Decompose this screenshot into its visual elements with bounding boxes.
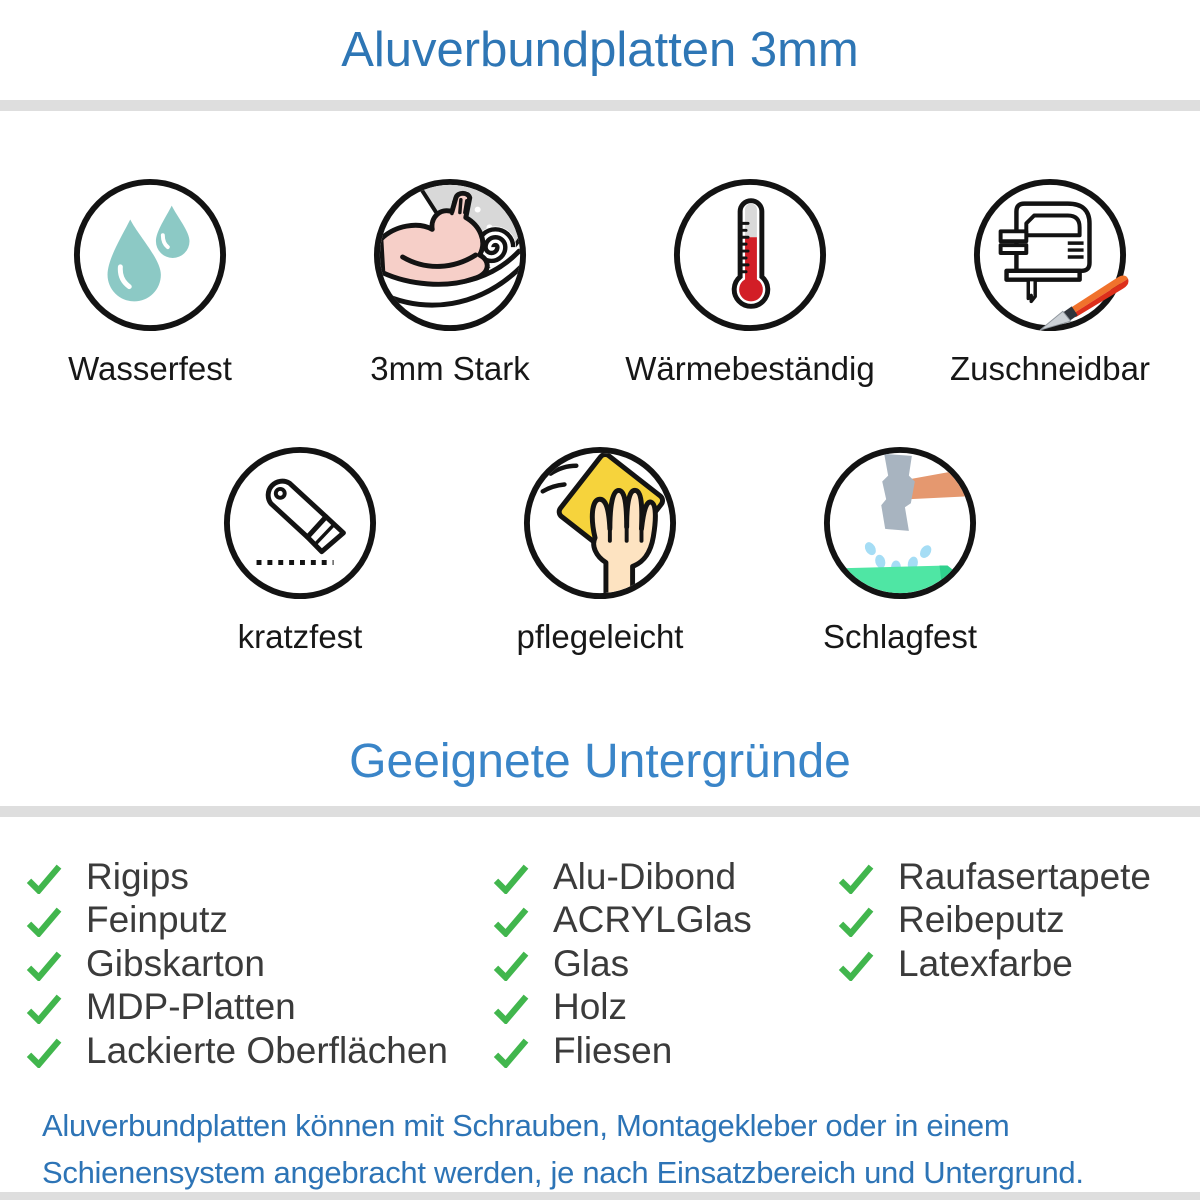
substrate-column-2: Alu-Dibond ACRYLGlas Glas Holz Fliesen: [493, 855, 752, 1073]
list-item: Fliesen: [493, 1029, 752, 1073]
feature-schlagfest: Schlagfest: [750, 444, 1050, 656]
feature-wasserfest: Wasserfest: [0, 176, 300, 388]
substrate-label: Gibskarton: [86, 942, 265, 984]
feature-row-1: Wasserfest: [0, 176, 1200, 388]
divider-bottom: [0, 1192, 1200, 1200]
feature-waermebestaendig: Wärmebeständig: [600, 176, 900, 388]
feature-label: kratzfest: [237, 618, 363, 655]
feature-label: 3mm Stark: [370, 350, 530, 387]
feature-label: Zuschneidbar: [950, 350, 1150, 387]
substrate-label: MDP-Platten: [86, 986, 296, 1028]
feature-label: pflegeleicht: [516, 618, 684, 655]
list-item: Reibeputz: [838, 899, 1151, 943]
check-icon: [493, 994, 529, 1025]
feature-3mm-stark: 3mm Stark: [300, 176, 600, 388]
feature-row-2: kratzfest pflegeleicht: [0, 444, 1200, 656]
feature-kratzfest: kratzfest: [150, 444, 450, 656]
water-drops-icon: [71, 176, 229, 334]
list-item: Latexfarbe: [838, 942, 1151, 986]
list-item: ACRYLGlas: [493, 899, 752, 943]
feature-label: Schlagfest: [822, 618, 978, 655]
thermometer-icon: [671, 176, 829, 334]
feature-zuschneidbar: Zuschneidbar: [900, 176, 1200, 388]
check-icon: [26, 907, 62, 938]
substrate-label: Holz: [553, 986, 628, 1028]
muscle-arm-icon: [371, 176, 529, 334]
substrate-label: Feinputz: [86, 899, 228, 941]
list-item: Alu-Dibond: [493, 855, 752, 899]
check-icon: [838, 864, 874, 894]
substrate-column-3: Raufasertapete Reibeputz Latexfarbe: [838, 855, 1151, 986]
list-item: MDP-Platten: [26, 986, 448, 1030]
list-item: Rigips: [26, 855, 448, 899]
mounting-note: Aluverbundplatten können mit Schrauben, …: [42, 1108, 1084, 1190]
substrate-list: Rigips Feinputz Gibskarton MDP-Platten L…: [0, 855, 1200, 1090]
jigsaw-icon: [971, 176, 1129, 334]
list-item: Gibskarton: [26, 942, 448, 986]
substrate-label: Rigips: [86, 855, 189, 897]
substrate-label: Reibeputz: [898, 899, 1065, 941]
substrate-label: ACRYLGlas: [553, 899, 752, 941]
feature-pflegeleicht: pflegeleicht: [450, 444, 750, 656]
section-title-untergruende: Geeignete Untergründe: [349, 735, 851, 788]
check-icon: [493, 951, 529, 981]
check-icon: [26, 1038, 62, 1068]
substrate-label: Fliesen: [553, 1029, 673, 1071]
check-icon: [838, 951, 874, 981]
list-item: Raufasertapete: [838, 855, 1151, 899]
list-item: Feinputz: [26, 899, 448, 943]
substrate-label: Latexfarbe: [898, 942, 1073, 984]
divider-middle: [0, 806, 1200, 817]
divider-top: [0, 100, 1200, 111]
substrate-label: Alu-Dibond: [553, 855, 737, 897]
substrate-label: Lackierte Oberflächen: [86, 1029, 448, 1071]
check-icon: [493, 1038, 529, 1068]
substrate-label: Raufasertapete: [898, 855, 1152, 897]
list-item: Lackierte Oberflächen: [26, 1029, 448, 1073]
list-item: Glas: [493, 942, 752, 986]
substrate-label: Glas: [553, 942, 630, 984]
check-icon: [838, 907, 874, 938]
list-item: Holz: [493, 986, 752, 1030]
check-icon: [26, 994, 62, 1025]
page-title: Aluverbundplatten 3mm: [341, 23, 859, 77]
utility-knife-icon: [221, 444, 379, 602]
feature-label: Wärmebeständig: [625, 350, 875, 387]
substrate-column-1: Rigips Feinputz Gibskarton MDP-Platten L…: [26, 855, 448, 1073]
cleaning-cloth-hand-icon: [521, 444, 679, 602]
check-icon: [26, 864, 62, 894]
check-icon: [493, 864, 529, 894]
hammer-icon: [821, 444, 979, 602]
check-icon: [26, 951, 62, 981]
feature-label: Wasserfest: [68, 350, 232, 387]
check-icon: [493, 907, 529, 938]
